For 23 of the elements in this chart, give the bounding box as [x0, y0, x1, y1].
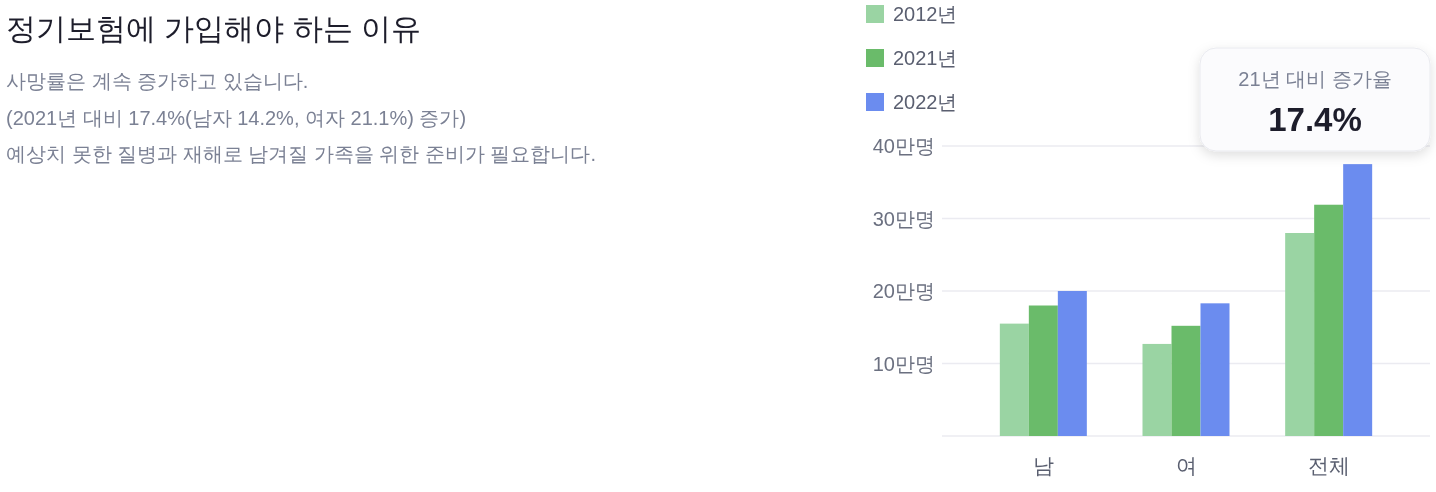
bar: [1285, 233, 1315, 436]
x-tick-label: 여: [1175, 454, 1197, 477]
bar: [1171, 325, 1201, 436]
y-tick-label: 20만명: [872, 280, 935, 302]
bar: [1343, 164, 1373, 436]
text: 정기보험에 가입해야 하는 이유: [6, 12, 422, 45]
y-tick-label: 30만명: [872, 207, 935, 230]
text: 21년 대비 증가율: [1238, 68, 1392, 90]
legend-label: 2022년: [893, 91, 958, 113]
x-tick-label: 남: [1032, 454, 1054, 477]
legend-label: 2012년: [893, 3, 958, 25]
bar: [1314, 204, 1344, 436]
bar: [999, 323, 1029, 436]
text: 17.4%: [1268, 101, 1362, 138]
x-tick-label: 전체: [1307, 454, 1350, 477]
y-tick-label: 40만명: [872, 135, 935, 157]
y-tick-label: 10만명: [872, 352, 935, 375]
bar: [1142, 343, 1172, 436]
bar: [1028, 305, 1058, 436]
text: 사망률은 계속 증가하고 있습니다. (2021년 대비 17.4%(남자 14.2%, 여자 21.1%) 증가) 예상치 못한 질병과 재해로 남겨질 가족을 위한 준비가 필요합니다.: [6, 70, 597, 165]
bar: [1057, 291, 1087, 436]
bar: [1200, 303, 1230, 436]
legend-label: 2021년: [893, 47, 958, 69]
